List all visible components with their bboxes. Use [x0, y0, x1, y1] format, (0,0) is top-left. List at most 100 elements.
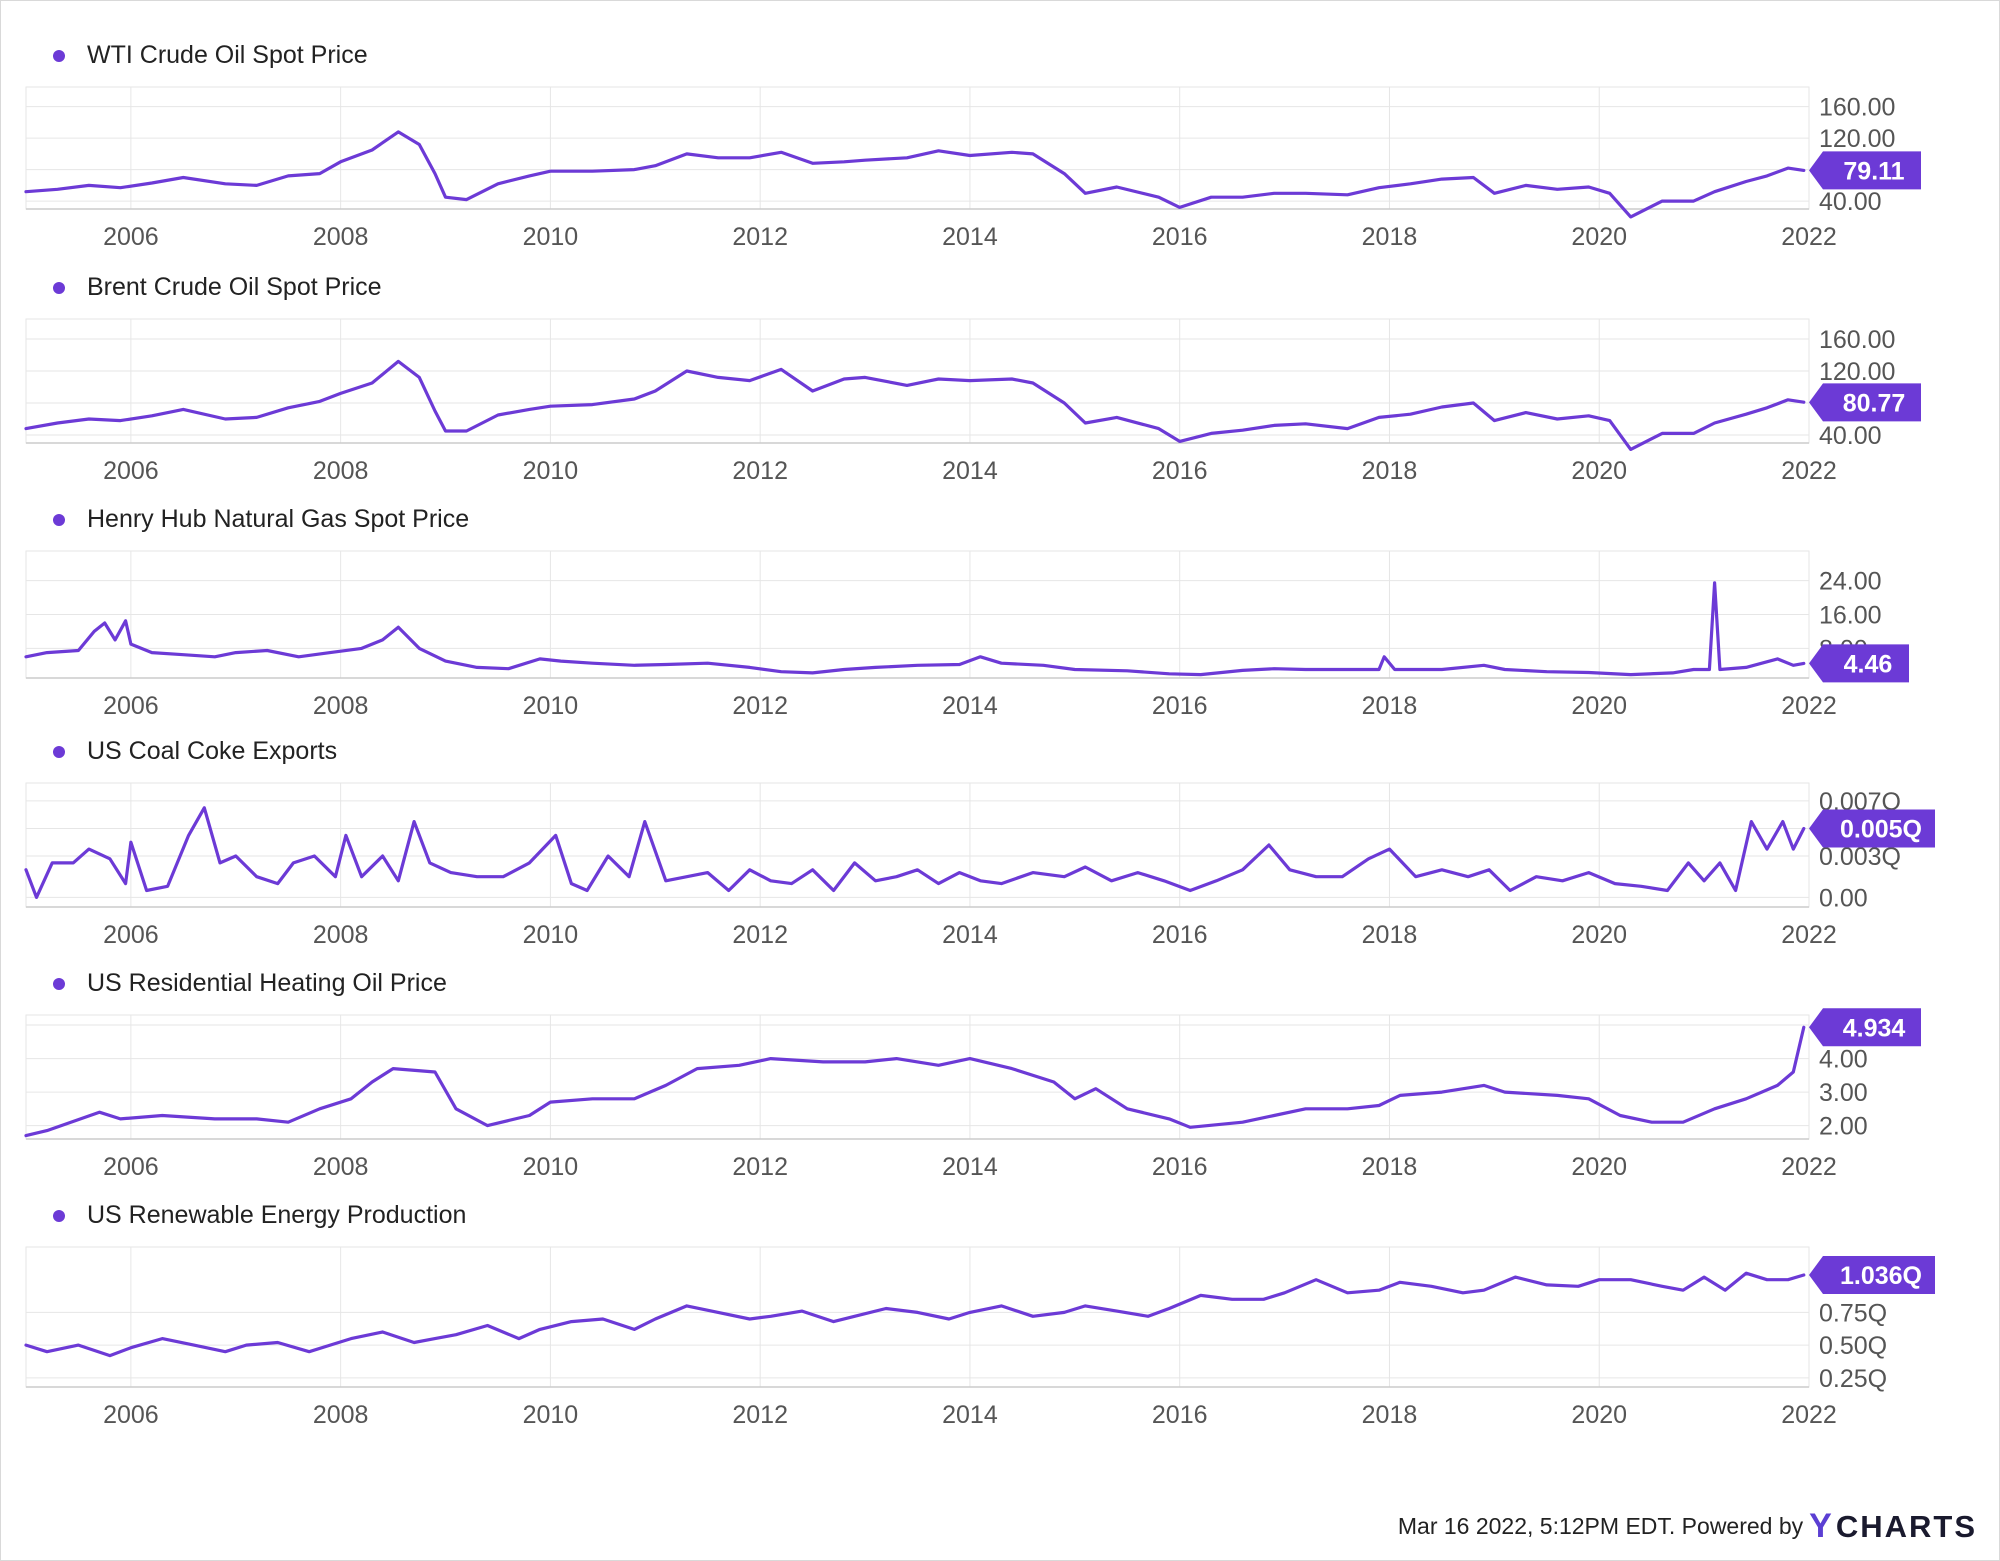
x-tick-label: 2014 [942, 457, 998, 485]
y-tick-label: 160.00 [1819, 326, 1895, 354]
x-tick-label: 2014 [942, 1153, 998, 1181]
x-tick-label: 2018 [1362, 1401, 1418, 1429]
x-tick-label: 2020 [1571, 692, 1627, 720]
y-tick-label: 40.00 [1819, 188, 1882, 216]
line-chart: 2006 2008 2010 2012 2014 2016 2018 2020 2022 160.… [24, 318, 1921, 485]
x-tick-label: 2022 [1781, 457, 1837, 485]
last-value-text: 4.934 [1843, 1014, 1906, 1042]
y-tick-label: 120.00 [1819, 125, 1895, 153]
x-tick-label: 2008 [313, 457, 369, 485]
legend-label: US Residential Heating Oil Price [87, 969, 447, 997]
series-line [24, 130, 1806, 219]
x-tick-label: 2010 [523, 1153, 579, 1181]
legend-dot-icon [53, 513, 65, 526]
y-tick-label: 120.00 [1819, 358, 1895, 386]
x-tick-label: 2020 [1571, 223, 1627, 251]
y-tick-label: 24.00 [1819, 568, 1882, 596]
series-line [24, 806, 1806, 899]
x-tick-label: 2012 [732, 692, 788, 720]
x-tick-label: 2018 [1362, 692, 1418, 720]
legend-item[interactable]: US Coal Coke Exports [53, 737, 337, 766]
plot-area [25, 318, 1810, 444]
x-tick-label: 2020 [1571, 457, 1627, 485]
x-tick-label: 2010 [523, 223, 579, 251]
line-chart: 2006 2008 2010 2012 2014 2016 2018 2020 2022 0.75… [24, 1246, 1935, 1429]
y-tick-label: 0.25Q [1819, 1365, 1887, 1393]
x-tick-label: 2012 [732, 1401, 788, 1429]
series-line [24, 1271, 1806, 1358]
legend-dot-icon [53, 1209, 65, 1222]
y-tick-label: 0.75Q [1819, 1299, 1887, 1327]
x-tick-label: 2014 [942, 921, 998, 949]
x-tick-label: 2016 [1152, 1153, 1208, 1181]
legend-dot-icon [53, 49, 65, 62]
x-tick-label: 2018 [1362, 457, 1418, 485]
logo-y: Y [1809, 1507, 1834, 1545]
x-tick-label: 2006 [103, 1153, 159, 1181]
last-value-text: 4.46 [1844, 650, 1893, 678]
x-tick-label: 2020 [1571, 1153, 1627, 1181]
x-tick-label: 2008 [313, 1401, 369, 1429]
y-tick-label: 160.00 [1819, 94, 1895, 122]
series-line [24, 1025, 1806, 1138]
y-tick-label: 16.00 [1819, 602, 1882, 630]
line-chart: 2006 2008 2010 2012 2014 2016 2018 2020 2022 24.0… [24, 550, 1909, 720]
x-tick-label: 2014 [942, 223, 998, 251]
legend-item[interactable]: Brent Crude Oil Spot Price [53, 273, 382, 302]
x-tick-label: 2006 [103, 1401, 159, 1429]
plot-area [25, 86, 1810, 210]
last-value-badge: 80.77 [1809, 383, 1921, 422]
series-line [24, 581, 1806, 677]
last-value-badge-bg [1809, 383, 1921, 422]
y-tick-label: 0.003Q [1819, 843, 1901, 871]
x-tick-label: 2016 [1152, 457, 1208, 485]
last-value-badge-bg [1809, 151, 1921, 190]
last-value-badge: 1.036Q [1809, 1256, 1935, 1294]
x-tick-label: 2020 [1571, 1401, 1627, 1429]
plot-area [25, 782, 1810, 908]
x-tick-label: 2010 [523, 692, 579, 720]
last-value-badge: 4.46 [1809, 644, 1909, 683]
x-tick-label: 2020 [1571, 921, 1627, 949]
legend-label: US Renewable Energy Production [87, 1201, 467, 1229]
x-tick-label: 2016 [1152, 692, 1208, 720]
legend-item[interactable]: US Renewable Energy Production [53, 1201, 466, 1230]
footer-timestamp: Mar 16 2022, 5:12PM EDT. Powered by [1397, 1513, 1804, 1539]
ycharts-logo[interactable]: Y CHARTS [1809, 1507, 1977, 1546]
x-tick-label: 2010 [523, 921, 579, 949]
x-tick-label: 2012 [732, 457, 788, 485]
legend-label: WTI Crude Oil Spot Price [87, 41, 368, 69]
legend-label: Brent Crude Oil Spot Price [87, 273, 382, 301]
last-value-badge-bg [1809, 809, 1935, 848]
legend-item[interactable]: US Residential Heating Oil Price [53, 969, 447, 998]
x-tick-label: 2018 [1362, 921, 1418, 949]
logo-text: CHARTS [1835, 1508, 1977, 1544]
last-value-badge-bg [1809, 1008, 1921, 1047]
legend-item[interactable]: Henry Hub Natural Gas Spot Price [53, 505, 469, 534]
x-tick-label: 2012 [732, 1153, 788, 1181]
x-tick-label: 2008 [313, 223, 369, 251]
last-value-badge: 79.11 [1809, 151, 1921, 190]
line-chart: 2006 2008 2010 2012 2014 2016 2018 2020 2022 160.… [24, 86, 1921, 251]
x-tick-label: 2006 [103, 692, 159, 720]
x-tick-label: 2014 [942, 692, 998, 720]
last-value-badge: 0.005Q [1809, 809, 1935, 848]
legend-dot-icon [53, 745, 65, 758]
line-chart: 2006200820102012201420162018202020225.00… [24, 1008, 1921, 1181]
y-tick-label: 3.00 [1819, 1079, 1868, 1107]
x-tick-label: 2022 [1781, 1401, 1837, 1429]
x-tick-label: 2008 [313, 1153, 369, 1181]
x-tick-label: 2008 [313, 692, 369, 720]
x-tick-label: 2016 [1152, 921, 1208, 949]
x-tick-label: 2016 [1152, 1401, 1208, 1429]
legend-item[interactable]: WTI Crude Oil Spot Price [53, 41, 368, 70]
x-tick-label: 2006 [103, 223, 159, 251]
x-tick-label: 2012 [732, 921, 788, 949]
y-tick-label: 40.00 [1819, 422, 1882, 450]
series-line [24, 359, 1806, 451]
x-tick-label: 2010 [523, 457, 579, 485]
y-tick-label: 0.50Q [1819, 1332, 1887, 1360]
y-tick-label: 2.00 [1819, 1113, 1868, 1141]
legend-label: US Coal Coke Exports [87, 737, 338, 765]
